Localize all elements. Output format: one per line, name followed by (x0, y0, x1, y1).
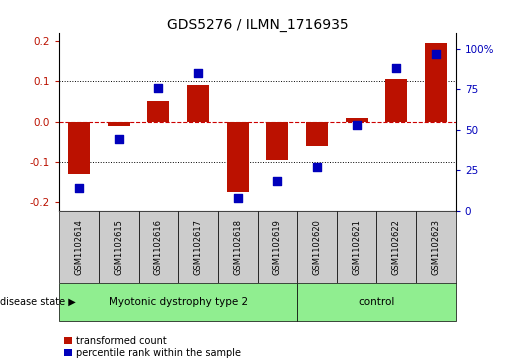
Bar (178, 211, 218, 283)
Bar (337, 211, 376, 283)
Text: Myotonic dystrophy type 2: Myotonic dystrophy type 2 (109, 297, 248, 307)
Point (194, 70, 202, 76)
Text: GSM1102621: GSM1102621 (352, 219, 361, 275)
Text: GSM1102619: GSM1102619 (273, 219, 282, 275)
Bar (218, 211, 258, 283)
Bar (425, 43, 447, 122)
Bar (59, 211, 99, 283)
Bar (59, 283, 297, 321)
Text: GSM1102614: GSM1102614 (75, 219, 83, 275)
Title: GDS5276 / ILMN_1716935: GDS5276 / ILMN_1716935 (167, 18, 348, 32)
Bar (306, 122, 328, 146)
Text: GSM1102620: GSM1102620 (313, 219, 321, 275)
Point (313, 164, 321, 170)
Text: GSM1102615: GSM1102615 (114, 219, 123, 275)
Bar (346, 118, 368, 122)
Bar (139, 211, 178, 283)
Bar (416, 211, 456, 283)
Bar (297, 283, 456, 321)
Point (75, 185, 83, 191)
Bar (266, 122, 288, 160)
Bar (108, 122, 130, 126)
Bar (297, 211, 337, 283)
Point (352, 122, 360, 128)
Point (432, 51, 440, 57)
Bar (99, 211, 139, 283)
Bar (187, 85, 209, 122)
Point (233, 195, 242, 200)
Point (114, 136, 123, 142)
Bar (68, 122, 90, 174)
Bar (258, 211, 297, 283)
Bar (147, 101, 169, 122)
Bar (376, 211, 416, 283)
Point (273, 179, 281, 184)
Legend: transformed count, percentile rank within the sample: transformed count, percentile rank withi… (64, 336, 241, 358)
Bar (385, 79, 407, 122)
Text: GSM1102623: GSM1102623 (432, 219, 440, 275)
Text: disease state ▶: disease state ▶ (0, 297, 76, 307)
Bar (227, 122, 249, 192)
Text: GSM1102617: GSM1102617 (194, 219, 202, 275)
Point (154, 85, 162, 90)
Text: GSM1102616: GSM1102616 (154, 219, 163, 275)
Text: control: control (358, 297, 394, 307)
Text: GSM1102618: GSM1102618 (233, 219, 242, 275)
Text: GSM1102622: GSM1102622 (392, 219, 401, 275)
Point (392, 65, 401, 71)
